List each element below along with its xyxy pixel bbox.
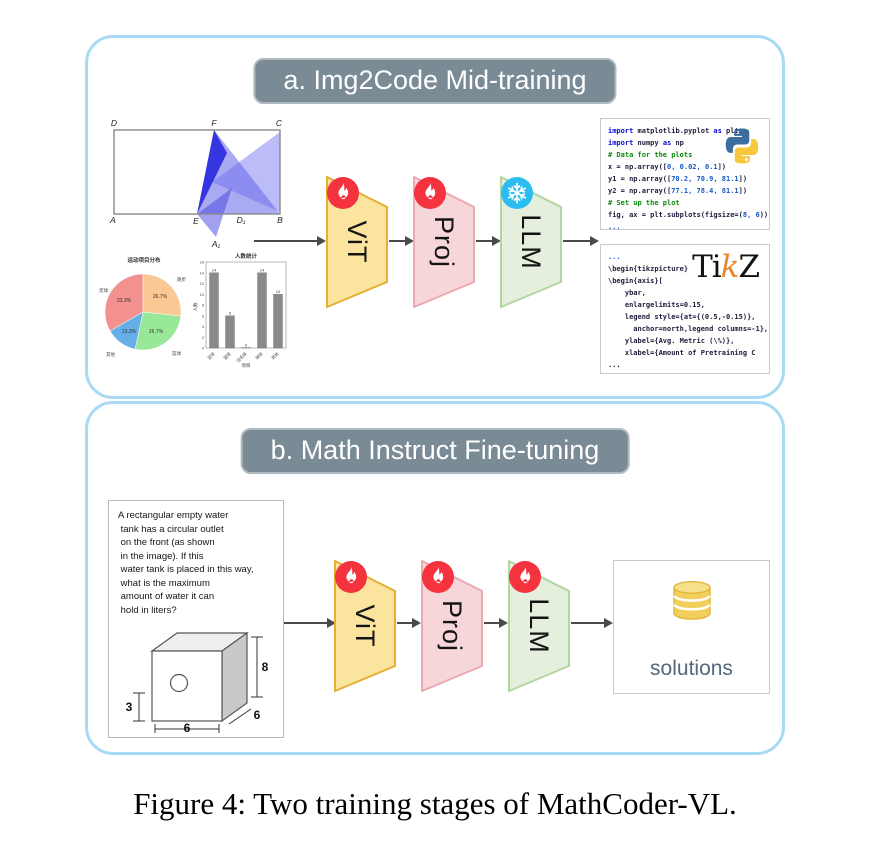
panel-b: b. Math Instruct Fine-tuning A rectangul… xyxy=(85,401,785,755)
svg-text:0: 0 xyxy=(202,347,204,351)
panel-a-title: a. Img2Code Mid-training xyxy=(253,58,617,104)
svg-text:人数: 人数 xyxy=(193,302,199,311)
llm-label: LLM xyxy=(524,598,555,654)
proj-block: Proj xyxy=(421,560,483,692)
svg-text:10: 10 xyxy=(276,289,281,294)
flow-arrow xyxy=(571,618,613,628)
llm-block: LLM xyxy=(500,176,562,308)
proj-block: Proj xyxy=(413,176,475,308)
fire-icon xyxy=(509,561,541,593)
flow-arrow xyxy=(484,618,508,628)
svg-text:14: 14 xyxy=(212,267,217,272)
svg-text:4: 4 xyxy=(202,325,204,329)
fire-icon xyxy=(335,561,367,593)
svg-text:其他: 其他 xyxy=(106,351,115,358)
svg-text:10: 10 xyxy=(200,293,204,297)
solutions-label: solutions xyxy=(650,657,733,680)
question-text: A rectangular empty water tank has a cir… xyxy=(118,510,254,616)
svg-text:排球: 排球 xyxy=(254,350,265,361)
fire-icon xyxy=(422,561,454,593)
svg-text:A₁: A₁ xyxy=(211,239,221,249)
tikz-logo: TikZ xyxy=(692,249,760,285)
svg-text:B: B xyxy=(277,215,283,225)
svg-text:E: E xyxy=(193,216,199,226)
svg-text:6: 6 xyxy=(229,310,232,315)
dim-width-label: 6 xyxy=(184,721,191,733)
tikz-code: ... \begin{tikzpicture} \begin{axis}[ ybar… xyxy=(608,253,769,369)
python-code-box: import matplotlib.pyplot as plt import nu… xyxy=(600,118,770,230)
solutions-box: solutions xyxy=(613,560,770,694)
water-tank-figure: 8 6 6 3 xyxy=(126,631,269,733)
svg-text:篮球: 篮球 xyxy=(172,350,181,356)
flow-arrow xyxy=(476,236,501,246)
python-logo-icon xyxy=(725,128,759,164)
flow-arrow xyxy=(563,236,599,246)
svg-text:14: 14 xyxy=(260,267,265,272)
question-box: A rectangular empty water tank has a cir… xyxy=(108,500,284,738)
tikz-code-box: ... \begin{tikzpicture} \begin{axis}[ ybar… xyxy=(600,244,770,374)
flow-arrow xyxy=(397,618,421,628)
python-code: import matplotlib.pyplot as plt import nu… xyxy=(608,127,769,230)
database-icon xyxy=(672,581,711,620)
vit-block: ViT xyxy=(334,560,396,692)
svg-text:26.7%: 26.7% xyxy=(149,329,164,335)
svg-text:人数统计: 人数统计 xyxy=(235,252,258,260)
bar-chart: 人数统计 0 2 4 6 8 10 12 14 16 14 xyxy=(193,252,287,369)
svg-text:A: A xyxy=(109,215,116,225)
dim-depth-label: 6 xyxy=(254,708,261,722)
svg-text:26.7%: 26.7% xyxy=(153,294,168,300)
svg-text:16: 16 xyxy=(200,261,204,265)
figure-caption: Figure 4: Two training stages of MathCod… xyxy=(133,786,737,821)
svg-text:其他: 其他 xyxy=(270,350,281,361)
svg-text:12: 12 xyxy=(200,282,204,286)
pie-chart: 运动项目分布 26.7% 26.7% 13.3% 33.3% 跑步 篮球 其他 … xyxy=(99,256,186,358)
svg-text:运动项目分布: 运动项目分布 xyxy=(127,256,161,264)
flow-arrow xyxy=(284,618,336,628)
dim-outlet-label: 3 xyxy=(126,700,133,714)
snowflake-icon xyxy=(501,177,533,209)
svg-text:D₁: D₁ xyxy=(237,215,246,225)
svg-text:C: C xyxy=(276,118,283,128)
svg-text:项目: 项目 xyxy=(242,363,251,369)
svg-text:14: 14 xyxy=(200,271,204,275)
flow-arrow xyxy=(389,236,414,246)
svg-text:跑步: 跑步 xyxy=(177,276,186,283)
panel-a: a. Img2Code Mid-training D F C A E D₁ B … xyxy=(85,35,785,399)
fire-icon xyxy=(327,177,359,209)
svg-text:足球: 足球 xyxy=(206,350,217,361)
llm-label: LLM xyxy=(516,214,547,270)
svg-text:33.3%: 33.3% xyxy=(117,298,132,304)
svg-text:13.3%: 13.3% xyxy=(122,329,137,335)
svg-text:足球: 足球 xyxy=(99,287,108,294)
fire-icon xyxy=(414,177,446,209)
svg-text:8: 8 xyxy=(202,304,204,308)
svg-text:D: D xyxy=(111,118,117,128)
dim-height-label: 8 xyxy=(262,660,269,674)
geometry-figure: D F C A E D₁ B A₁ xyxy=(109,118,283,249)
llm-block: LLM xyxy=(508,560,570,692)
svg-text:F: F xyxy=(211,118,217,128)
svg-text:2: 2 xyxy=(202,336,204,340)
svg-text:6: 6 xyxy=(202,314,204,318)
panel-b-title: b. Math Instruct Fine-tuning xyxy=(240,428,630,474)
svg-text:0: 0 xyxy=(245,343,248,348)
svg-text:篮球: 篮球 xyxy=(222,350,233,361)
flow-arrow xyxy=(254,236,326,246)
vit-block: ViT xyxy=(326,176,388,308)
svg-text:羽毛球: 羽毛球 xyxy=(235,350,249,364)
